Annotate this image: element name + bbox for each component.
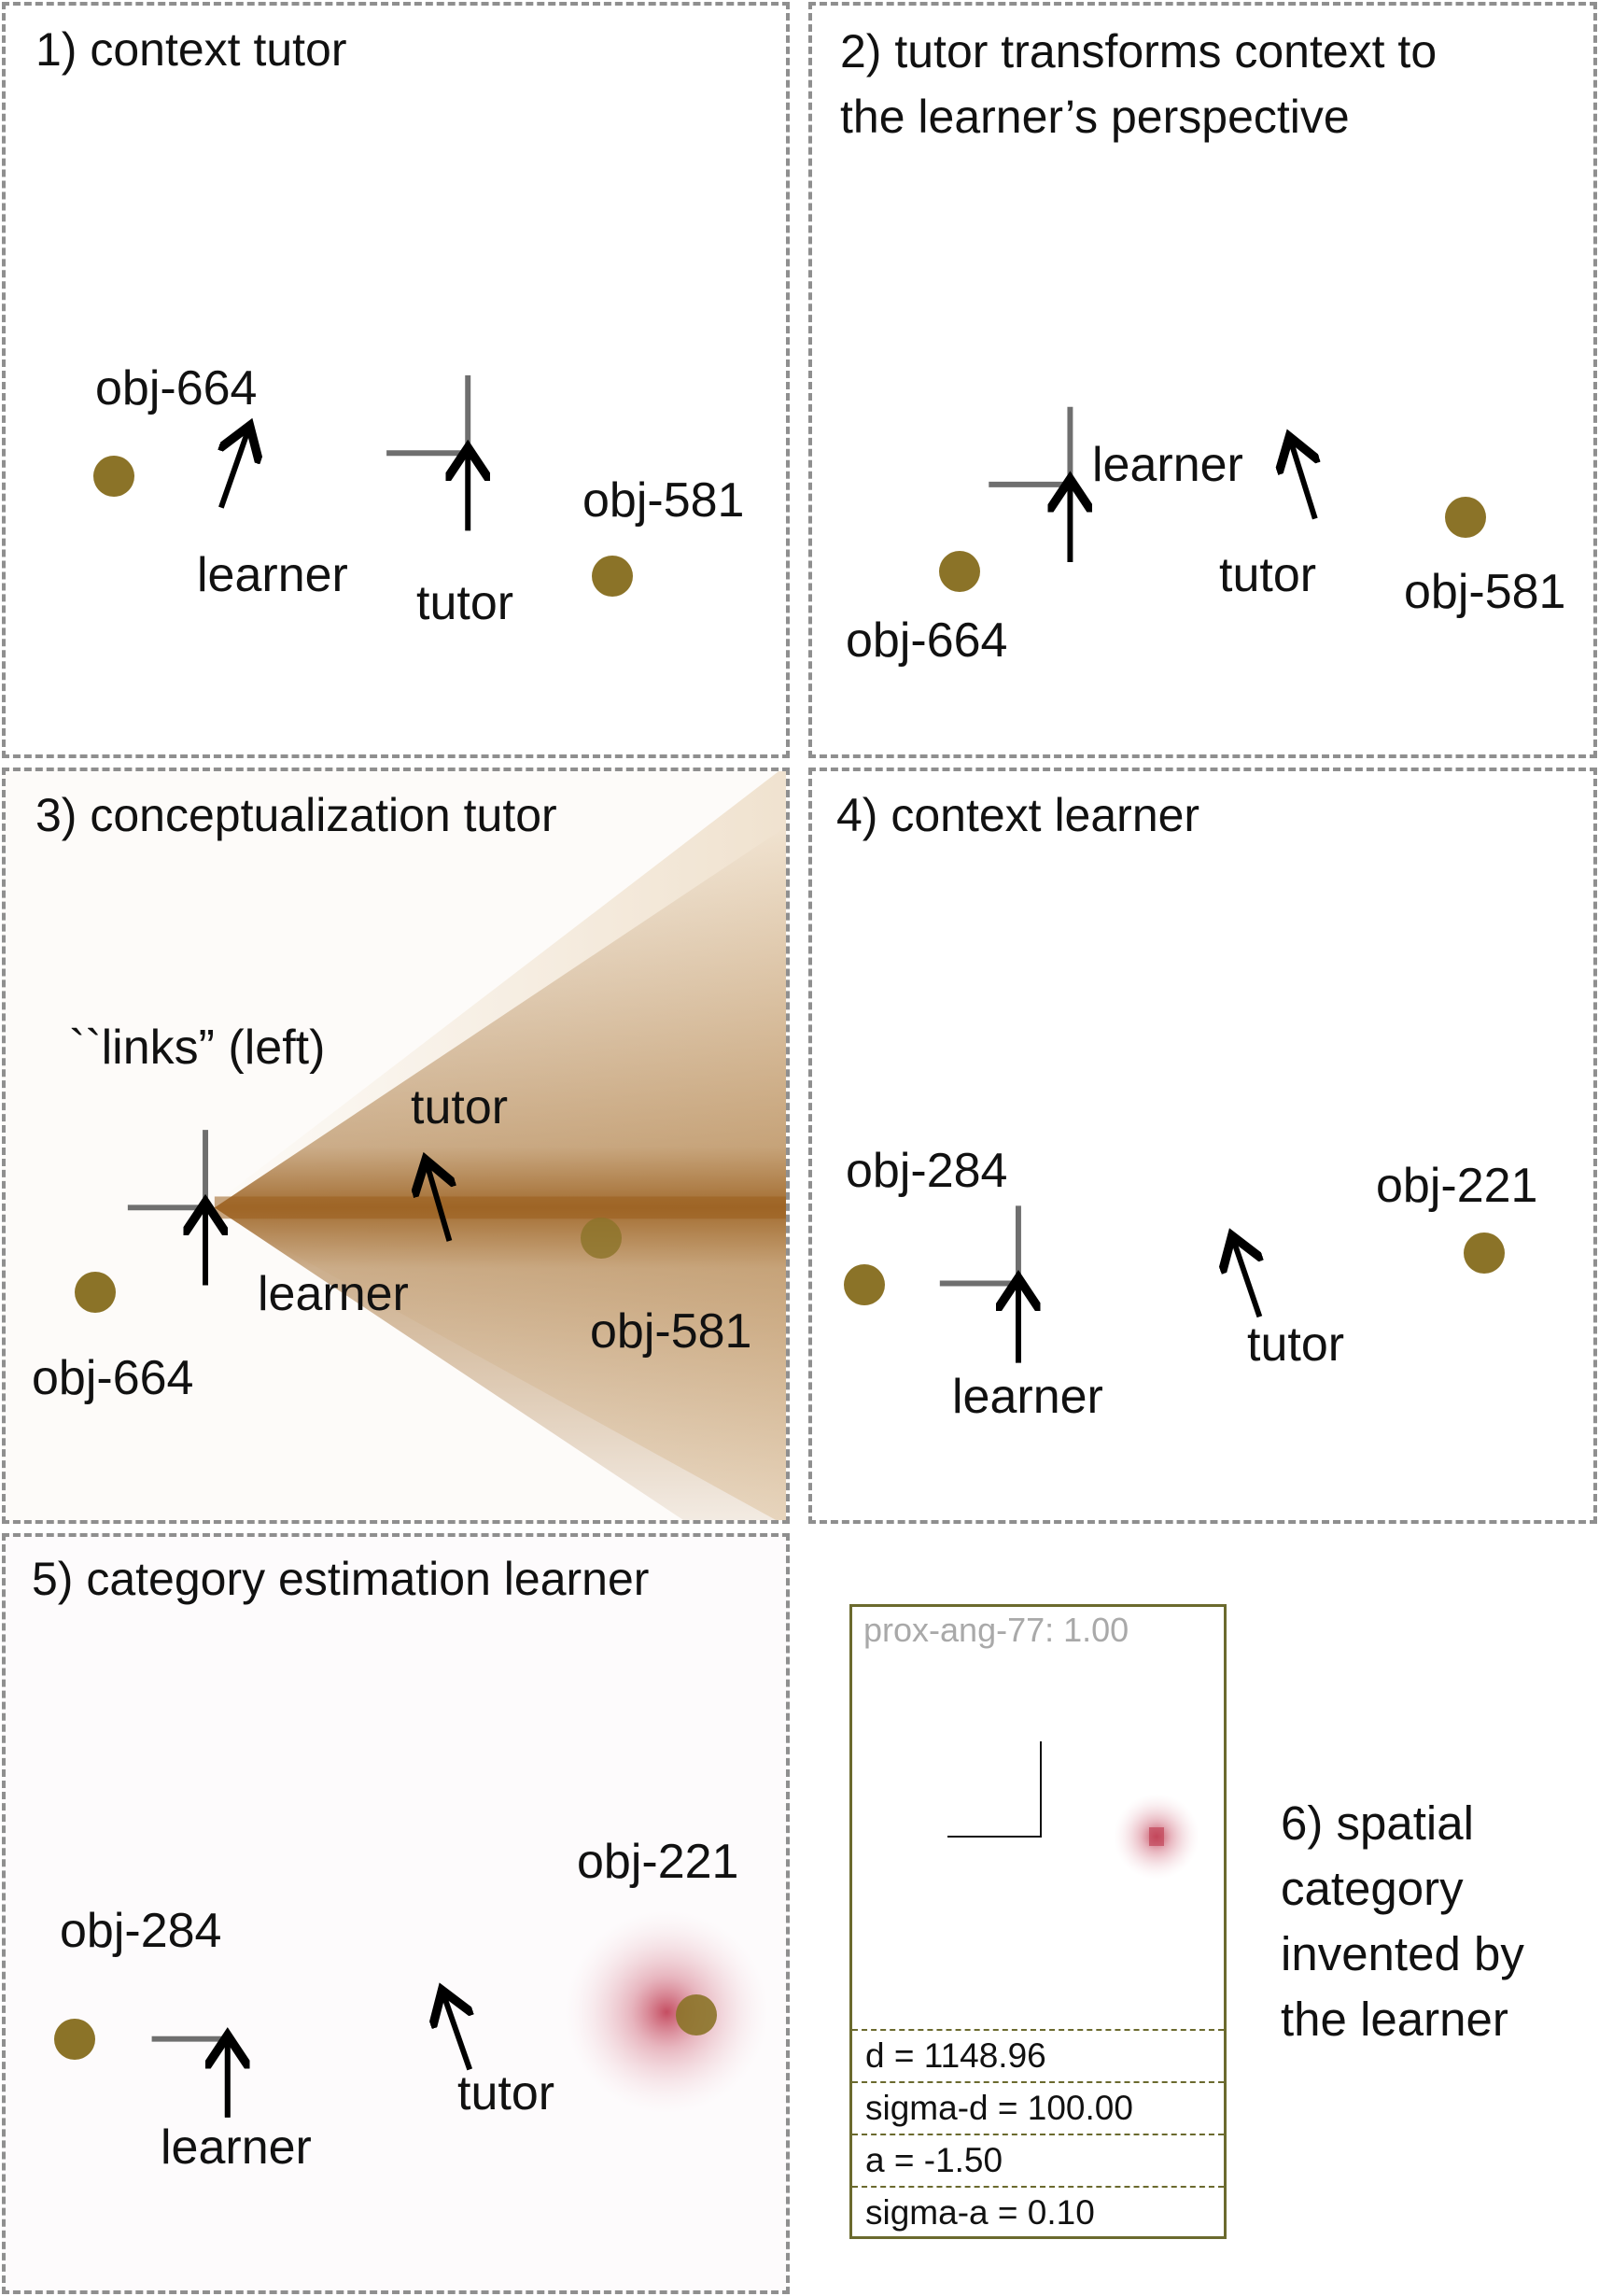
learner-label: learner bbox=[952, 1370, 1103, 1424]
learner-label: learner bbox=[1092, 438, 1243, 492]
tutor-label: tutor bbox=[1219, 548, 1317, 602]
panel-title: 5) category estimation learner bbox=[32, 1553, 650, 1605]
object-dot bbox=[1445, 497, 1486, 538]
scene-graphic bbox=[939, 1205, 1593, 1363]
object-dot bbox=[581, 1218, 622, 1259]
tutor-arrow bbox=[1234, 1241, 1260, 1318]
object-dot bbox=[75, 1272, 116, 1313]
tutor-label: tutor bbox=[1247, 1317, 1345, 1372]
param-row: sigma-d = 100.00 bbox=[852, 2081, 1224, 2134]
panel-title: 4) context learner bbox=[836, 789, 1200, 841]
panel-title: 1) context tutor bbox=[35, 23, 347, 76]
tutor-arrow bbox=[428, 1165, 450, 1242]
panel-category-estimation: 5) category estimation learner obj-284 o… bbox=[2, 1533, 790, 2294]
object-label: obj-664 bbox=[95, 361, 258, 416]
param-row: d = 1148.96 bbox=[852, 2029, 1224, 2081]
object-label: obj-581 bbox=[582, 473, 745, 528]
object-dot bbox=[676, 1994, 717, 2035]
tutor-label: tutor bbox=[416, 576, 514, 630]
conceptualization-beam bbox=[208, 771, 786, 1520]
learner-frame-icon bbox=[947, 1741, 1042, 1838]
category-word: ``links” (left) bbox=[69, 1021, 326, 1075]
object-dot bbox=[939, 551, 980, 592]
object-label: obj-221 bbox=[577, 1835, 739, 1889]
object-label: obj-664 bbox=[846, 613, 1008, 668]
beam-axis bbox=[214, 1196, 786, 1219]
category-center bbox=[1149, 1827, 1164, 1846]
beam-core bbox=[214, 826, 786, 1520]
object-label: obj-284 bbox=[846, 1144, 1008, 1198]
object-dot bbox=[592, 556, 633, 597]
object-label: obj-221 bbox=[1376, 1159, 1538, 1213]
tutor-arrow bbox=[1291, 442, 1315, 520]
spatial-category-caption: 6) spatial category invented by the lear… bbox=[1281, 1791, 1579, 2052]
learner-label: learner bbox=[258, 1267, 409, 1321]
caption-line: category bbox=[1281, 1862, 1464, 1915]
param-row: sigma-a = 0.10 bbox=[852, 2186, 1224, 2238]
object-label: obj-664 bbox=[32, 1351, 194, 1405]
tutor-label: tutor bbox=[457, 2066, 555, 2120]
param-row: a = -1.50 bbox=[852, 2134, 1224, 2186]
object-label: obj-284 bbox=[60, 1904, 222, 1958]
caption-line: invented by bbox=[1281, 1927, 1524, 1980]
scene-graphic bbox=[127, 1130, 786, 1286]
panel-title: 3) conceptualization tutor bbox=[35, 789, 557, 841]
object-dot bbox=[1464, 1233, 1505, 1274]
caption-line: 6) spatial bbox=[1281, 1796, 1474, 1850]
learner-label: learner bbox=[197, 548, 348, 602]
scene-graphic bbox=[989, 406, 1593, 563]
spatial-category-card: prox-ang-77: 1.00 d = 1148.96 sigma-d = … bbox=[849, 1604, 1227, 2239]
caption-line: the learner bbox=[1281, 1993, 1508, 2046]
learner-arrow bbox=[221, 430, 248, 509]
panel-transformed-context: 2) tutor transforms context to the learn… bbox=[808, 2, 1597, 758]
tutor-label: tutor bbox=[411, 1080, 509, 1134]
category-preview bbox=[947, 1741, 1199, 1880]
category-estimate-blob bbox=[565, 1910, 769, 2114]
object-dot bbox=[54, 2019, 95, 2060]
panel-title-line: the learner’s perspective bbox=[840, 91, 1350, 143]
learner-label: learner bbox=[161, 2120, 312, 2175]
tutor-arrow bbox=[443, 1995, 470, 2071]
scene-graphic bbox=[151, 1910, 769, 2118]
panel-context-learner: 4) context learner obj-284 obj-221 learn… bbox=[808, 768, 1597, 1524]
object-dot bbox=[93, 456, 134, 497]
panel-context-tutor: 1) context tutor obj-664 obj-581 learner… bbox=[2, 2, 790, 758]
panel-conceptualization-tutor: 3) conceptualization tutor ``links” (lef… bbox=[2, 768, 790, 1524]
scene-graphic bbox=[6, 375, 786, 531]
object-dot bbox=[844, 1264, 885, 1305]
object-label: obj-581 bbox=[1404, 565, 1566, 619]
panel-title-line: 2) tutor transforms context to bbox=[840, 25, 1438, 77]
category-header: prox-ang-77: 1.00 bbox=[863, 1611, 1129, 1649]
object-label: obj-581 bbox=[590, 1304, 752, 1359]
